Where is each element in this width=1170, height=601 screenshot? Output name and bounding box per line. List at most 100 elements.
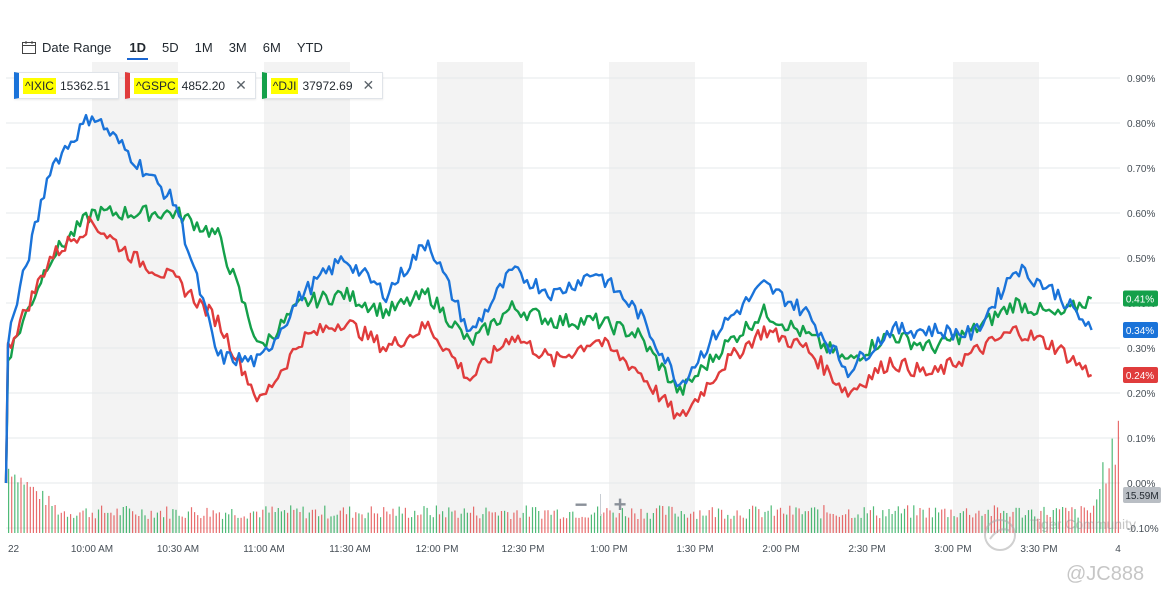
volume-bar	[218, 512, 220, 533]
volume-bar	[203, 515, 205, 533]
y-gridlines	[6, 77, 1120, 529]
volume-bar	[175, 509, 177, 533]
volume-bar	[122, 507, 124, 533]
range-3m[interactable]: 3M	[228, 39, 247, 55]
zoom-divider	[600, 494, 601, 516]
volume-bar	[528, 516, 530, 533]
zoom-controls: − +	[562, 490, 640, 520]
x-tick-label: 12:30 PM	[502, 544, 545, 555]
volume-bar	[860, 517, 862, 533]
last-value-label: 0.34%	[1126, 326, 1154, 337]
volume-bar	[395, 515, 397, 533]
volume-bar	[401, 513, 403, 533]
volume-bar	[795, 507, 797, 533]
volume-bar	[801, 514, 803, 533]
volume-bar	[476, 515, 478, 533]
watermark-text: Tiger Community	[1030, 516, 1137, 532]
y-tick-label: -0.10%	[1127, 524, 1159, 535]
volume-bar	[355, 512, 357, 533]
volume-bar	[854, 517, 856, 533]
volume-bar	[94, 518, 96, 533]
volume-bar	[63, 511, 65, 533]
last-value-tag	[1123, 290, 1158, 307]
volume-bar	[907, 505, 909, 533]
date-range-button[interactable]: Date Range	[20, 40, 121, 55]
volume-bar	[228, 514, 230, 533]
volume-bar	[262, 509, 264, 533]
time-band	[92, 62, 178, 533]
volume-bar	[646, 512, 648, 533]
zoom-out-button[interactable]: −	[574, 492, 588, 517]
volume-bar	[497, 515, 499, 533]
volume-bar	[686, 517, 689, 533]
y-tick-label: 0.60%	[1127, 209, 1155, 220]
volume-bar	[1027, 510, 1030, 533]
volume-bar	[829, 513, 831, 533]
range-ytd[interactable]: YTD	[296, 39, 323, 55]
volume-bar	[469, 512, 472, 533]
volume-bar	[302, 506, 304, 533]
volume-bar	[1074, 509, 1076, 533]
legend-chip-dji[interactable]: ^DJI 37972.69 ✕	[261, 72, 384, 99]
last-value-label: 0.41%	[1126, 295, 1154, 306]
volume-bar	[748, 509, 751, 533]
legend-chip-ixic[interactable]: ^IXIC 15362.51	[14, 72, 120, 99]
volume-bar	[386, 511, 388, 533]
volume-bar	[1018, 507, 1020, 533]
legend-chip-gspc[interactable]: ^GSPC 4852.20 ✕	[125, 72, 256, 99]
volume-bar	[500, 511, 503, 533]
volume-bar	[197, 515, 199, 533]
volume-bar	[835, 515, 837, 533]
y-tick-label: 0.90%	[1127, 74, 1155, 85]
volume-bar	[708, 510, 710, 533]
volume-bar	[736, 510, 738, 533]
volume-bar	[1099, 489, 1101, 533]
volume-bar	[612, 512, 614, 533]
volume-bar	[225, 512, 227, 533]
range-1m[interactable]: 1M	[194, 39, 213, 55]
volume-bar	[504, 510, 506, 533]
volume-bar	[857, 514, 859, 533]
series-line-gspc	[4, 215, 1093, 484]
volume-bar	[194, 512, 196, 533]
volume-bar	[308, 512, 310, 533]
volume-bar	[941, 509, 943, 533]
volume-bar	[742, 517, 744, 533]
volume-bar	[466, 512, 468, 533]
zoom-in-button[interactable]: +	[613, 492, 627, 517]
volume-bar	[910, 517, 912, 533]
volume-bar	[35, 491, 38, 533]
volume-bar	[851, 518, 853, 533]
volume-bar	[925, 517, 927, 533]
volume-bar	[869, 510, 871, 533]
volume-bar	[640, 508, 642, 533]
volume-bar	[181, 516, 183, 533]
range-5d[interactable]: 5D	[162, 39, 179, 55]
x-tick-label: 4	[1115, 544, 1121, 555]
volume-bar	[1080, 506, 1082, 533]
volume-bar	[1111, 438, 1113, 533]
volume-bar	[11, 476, 13, 533]
volume-bar	[166, 506, 168, 533]
volume-bar	[349, 506, 351, 533]
volume-bar	[531, 507, 534, 533]
volume-bar	[212, 510, 214, 533]
volume-bar	[789, 505, 791, 533]
volume-bar	[541, 518, 543, 533]
close-icon[interactable]: ✕	[362, 77, 375, 93]
volume-bar	[1086, 510, 1088, 533]
x-tick-label: 1:30 PM	[676, 544, 713, 555]
volume-bar	[293, 509, 295, 533]
volume-bar	[1024, 515, 1026, 533]
volume-bar	[482, 514, 484, 533]
close-icon[interactable]: ✕	[235, 77, 247, 93]
volume-bar	[51, 506, 53, 533]
x-tick-label: 10:30 AM	[157, 544, 199, 555]
y-tick-label: 0.30%	[1127, 344, 1155, 355]
range-1d[interactable]: 1D	[121, 40, 154, 60]
range-6m[interactable]: 6M	[262, 39, 281, 55]
volume-bar	[128, 508, 131, 533]
volume-bar	[597, 506, 599, 533]
volume-bar	[311, 509, 313, 533]
